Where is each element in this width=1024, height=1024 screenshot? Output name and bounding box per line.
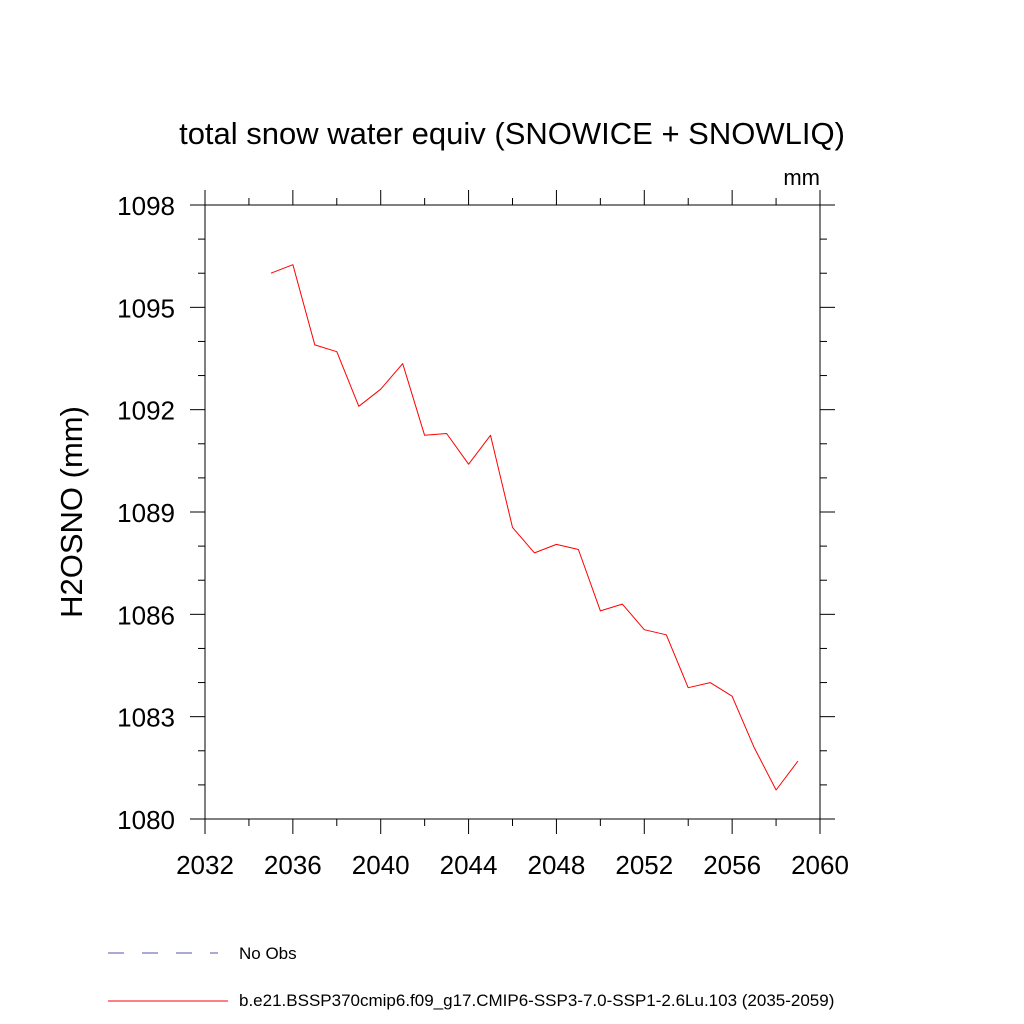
x-tick-label: 2032 (176, 850, 234, 880)
y-tick-label: 1080 (117, 805, 175, 835)
legend-label-model-run: b.e21.BSSP370cmip6.f09_g17.CMIP6-SSP3-7.… (239, 991, 834, 1010)
series-line-0 (270, 264, 799, 791)
series-lines (270, 264, 799, 791)
y-axis-label: H2OSNO (mm) (54, 406, 89, 618)
legend: No Obs b.e21.BSSP370cmip6.f09_g17.CMIP6-… (108, 944, 834, 1010)
y-tick-label: 1083 (117, 703, 175, 733)
x-tick-label: 2048 (528, 850, 586, 880)
units-label: mm (783, 165, 820, 190)
y-tick-label: 1089 (117, 498, 175, 528)
y-tick-label: 1086 (117, 600, 175, 630)
x-tick-label: 2060 (791, 850, 849, 880)
x-tick-label: 2044 (440, 850, 498, 880)
x-tick-label: 2036 (264, 850, 322, 880)
y-tick-label: 1095 (117, 293, 175, 323)
x-tick-label: 2056 (703, 850, 761, 880)
legend-label-no-obs: No Obs (239, 944, 297, 963)
axis-tick-labels: 2032 2036 2040 2044 2048 2052 2056 2060 1080 1083… (117, 191, 849, 880)
x-tick-label: 2052 (615, 850, 673, 880)
y-tick-label: 1098 (117, 191, 175, 221)
y-tick-label: 1092 (117, 396, 175, 426)
axis-ticks (190, 190, 835, 834)
x-tick-label: 2040 (352, 850, 410, 880)
chart-title: total snow water equiv (SNOWICE + SNOWLI… (179, 116, 845, 151)
